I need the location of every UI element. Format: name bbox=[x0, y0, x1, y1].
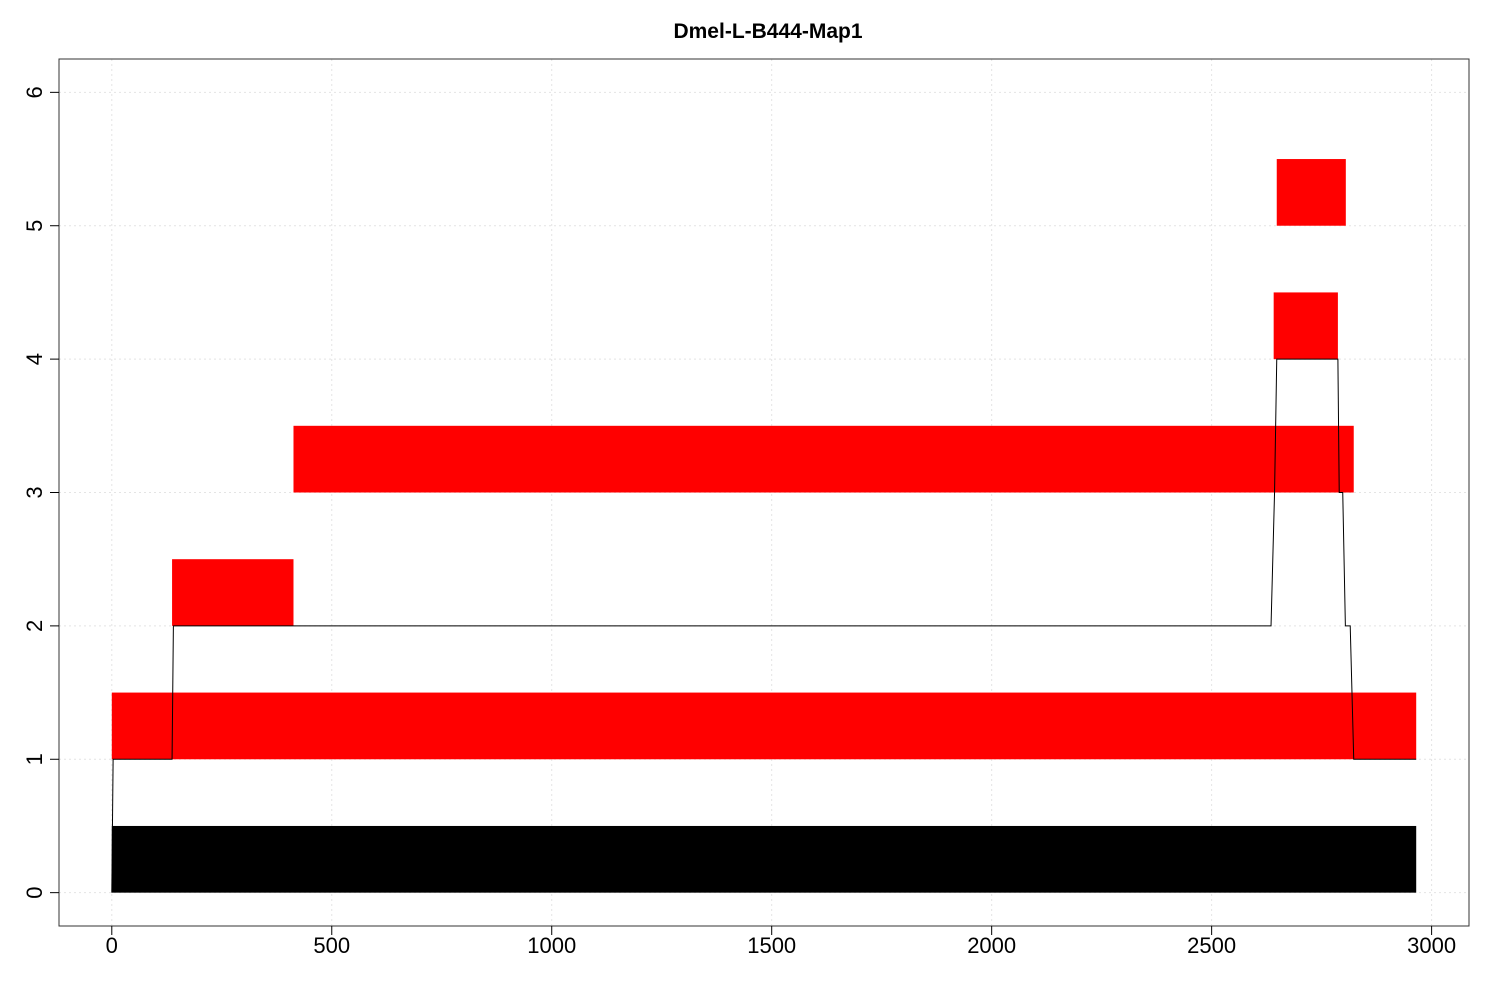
y-tick-label: 4 bbox=[22, 353, 47, 365]
segment-bar bbox=[111, 825, 1417, 893]
segment-bar bbox=[1276, 159, 1346, 226]
y-tick-label: 0 bbox=[22, 887, 47, 899]
x-tick-label: 500 bbox=[313, 933, 350, 958]
segment-bar bbox=[111, 692, 1417, 760]
x-axis: 0 500 1000 1500 2000 2500 3000 bbox=[106, 926, 1456, 958]
segment-bar bbox=[1273, 292, 1338, 360]
y-tick-label: 3 bbox=[22, 486, 47, 498]
y-axis: 0 1 2 3 4 5 6 bbox=[22, 86, 59, 899]
y-tick-label: 5 bbox=[22, 220, 47, 232]
y-tick-label: 2 bbox=[22, 620, 47, 632]
x-tick-label: 3000 bbox=[1407, 933, 1456, 958]
segments bbox=[111, 159, 1417, 893]
x-tick-label: 1000 bbox=[527, 933, 576, 958]
y-tick-label: 6 bbox=[22, 86, 47, 98]
x-tick-label: 2500 bbox=[1187, 933, 1236, 958]
coverage-line-group bbox=[111, 358, 1417, 893]
x-tick-label: 1500 bbox=[747, 933, 796, 958]
x-tick-label: 0 bbox=[106, 933, 118, 958]
chart-title: Dmel-L-B444-Map1 bbox=[673, 20, 862, 43]
y-tick-label: 1 bbox=[22, 753, 47, 765]
coverage-line bbox=[111, 358, 1417, 893]
segment-bar bbox=[172, 559, 294, 626]
segment-bar bbox=[293, 425, 1354, 493]
x-tick-label: 2000 bbox=[967, 933, 1016, 958]
